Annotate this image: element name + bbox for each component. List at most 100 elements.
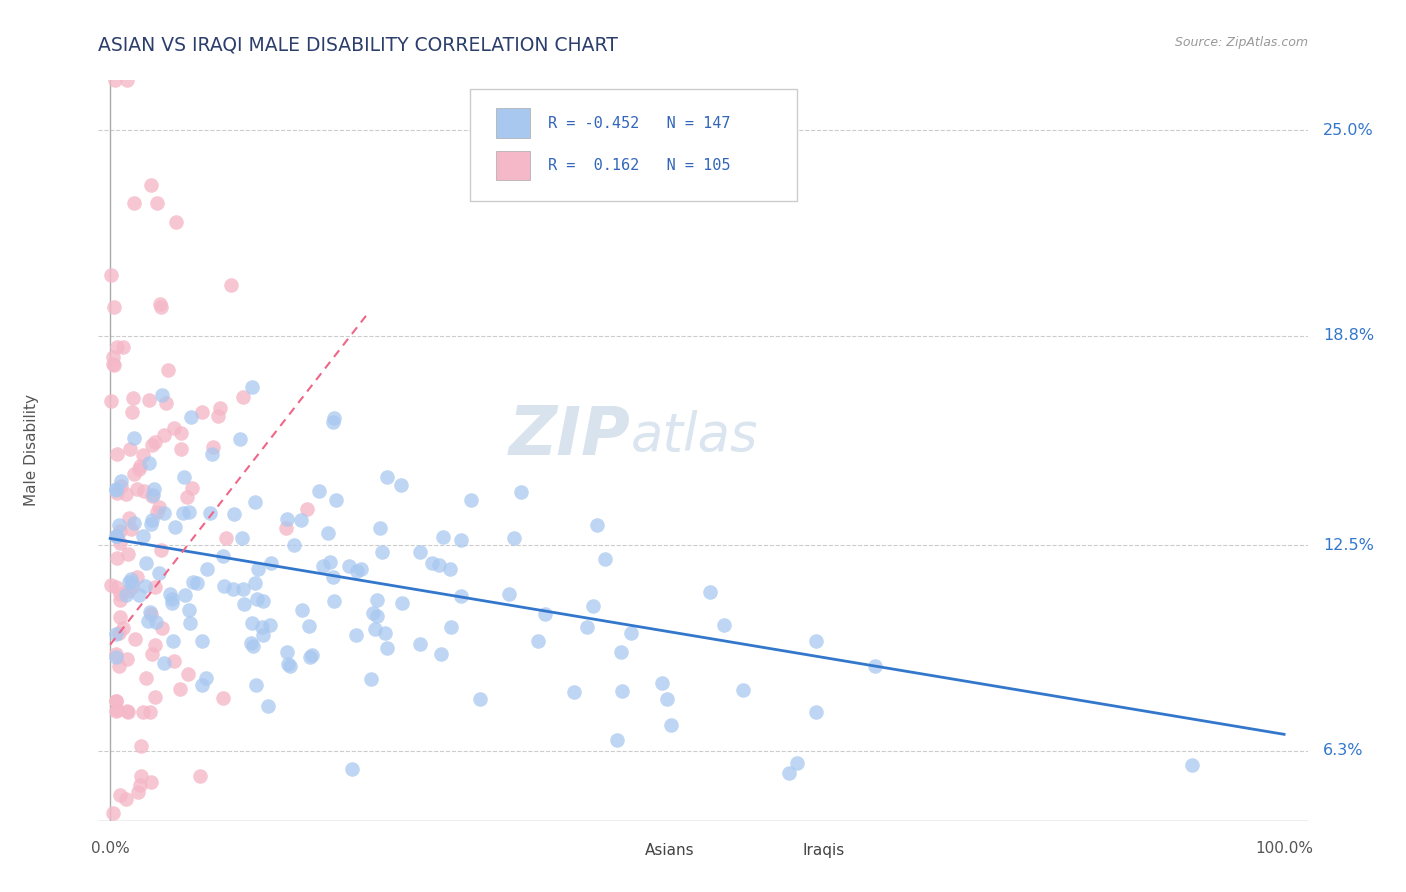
Point [129,769,152,783]
Point [243,576,266,591]
Point [242,639,264,653]
Point [115,588,138,602]
Point [450,589,472,603]
Point [142,488,165,502]
Point [239,636,262,650]
Point [124,632,146,647]
Point [181,481,204,495]
Point [276,645,298,659]
Point [139,607,162,621]
Text: 0.0%: 0.0% [91,840,129,855]
Point [155,396,177,410]
Point [129,739,152,753]
Point [115,705,138,719]
Point [440,619,463,633]
Point [534,607,557,621]
Point [132,529,155,543]
Point [806,634,828,648]
Point [108,788,131,802]
FancyBboxPatch shape [470,89,797,201]
Point [408,545,430,559]
Point [283,538,305,552]
Point [257,698,280,713]
Point [105,551,128,566]
Text: 100.0%: 100.0% [1256,840,1313,855]
Point [135,556,157,570]
Point [180,409,202,424]
Point [360,672,382,686]
Point [366,593,388,607]
Point [170,425,193,440]
Point [322,415,344,429]
Point [150,542,173,557]
Point [110,475,132,489]
Point [110,479,132,493]
Point [153,506,176,520]
Point [105,693,128,707]
Point [243,495,266,509]
Point [252,620,274,634]
Point [212,549,235,564]
Point [179,603,201,617]
Point [101,837,124,851]
Point [503,532,526,546]
Point [344,628,367,642]
Point [200,506,222,520]
Point [115,652,138,666]
Point [105,693,128,707]
Point [108,610,131,624]
Point [165,214,187,228]
Point [655,692,678,706]
Point [527,634,550,648]
Point [509,484,531,499]
Point [215,531,238,545]
Text: 25.0%: 25.0% [1323,122,1374,137]
Point [229,432,252,446]
Point [863,659,886,673]
Point [786,756,808,770]
Point [174,587,197,601]
Point [131,448,153,462]
Point [143,690,166,704]
Point [1181,757,1204,772]
Point [129,458,152,473]
Point [375,469,398,483]
Point [117,547,139,561]
Point [115,487,138,501]
Point [170,442,193,457]
Point [118,574,141,589]
Text: ASIAN VS IRAQI MALE DISABILITY CORRELATION CHART: ASIAN VS IRAQI MALE DISABILITY CORRELATI… [98,36,619,54]
Point [143,482,166,496]
Point [342,762,364,776]
Text: Asians: Asians [645,843,695,858]
Point [108,518,131,533]
Point [105,627,128,641]
Point [143,837,166,851]
Point [129,778,152,792]
Point [276,512,298,526]
Point [148,500,170,514]
Point [122,516,145,531]
Point [118,442,141,457]
Point [188,769,211,783]
Point [122,467,145,482]
Point [100,394,122,409]
Point [176,491,198,505]
Point [609,645,631,659]
Point [391,597,413,611]
Point [191,678,214,692]
Point [232,597,254,611]
Point [778,766,800,780]
Point [298,618,321,632]
Text: 18.8%: 18.8% [1323,328,1375,343]
Point [194,671,217,685]
Point [153,657,176,671]
Point [127,570,149,584]
Point [143,580,166,594]
Point [183,574,205,589]
Point [212,579,235,593]
Point [468,692,491,706]
Point [169,681,191,696]
Point [121,391,143,405]
Point [138,393,160,408]
